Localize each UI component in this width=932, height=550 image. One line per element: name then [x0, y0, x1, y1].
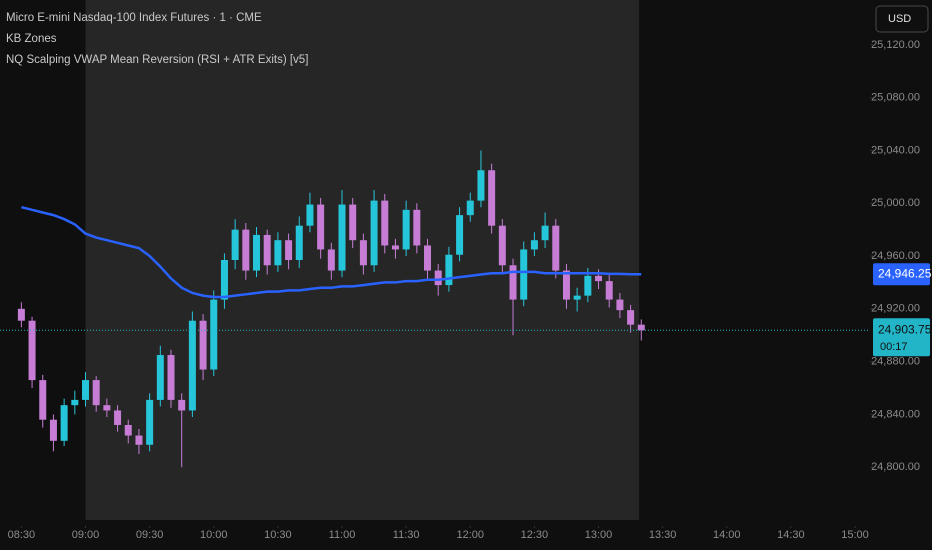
- candle-body: [188, 320, 196, 411]
- candle-body: [509, 265, 517, 300]
- candle-body: [456, 215, 464, 255]
- candle-body: [616, 299, 624, 311]
- candle-body: [541, 225, 549, 241]
- x-tick-label: 11:30: [393, 529, 420, 541]
- candle-body: [381, 200, 389, 246]
- y-tick-label: 24,880.00: [871, 356, 920, 368]
- indicator-name: NQ Scalping VWAP Mean Reversion (RSI + A…: [6, 54, 308, 66]
- y-tick-label: 24,920.00: [871, 303, 920, 315]
- candle-body: [391, 245, 399, 250]
- x-tick-label: 13:30: [649, 529, 677, 541]
- candle-body: [445, 254, 453, 286]
- x-tick-label: 12:30: [521, 529, 549, 541]
- candle-body: [402, 209, 410, 250]
- candle-body: [82, 380, 90, 400]
- last-price-badge: [873, 318, 930, 357]
- candle-body: [530, 240, 538, 250]
- x-tick-label: 10:00: [200, 529, 228, 541]
- y-tick-label: 25,040.00: [871, 144, 920, 156]
- candle-body: [210, 299, 218, 370]
- candle-body: [71, 399, 79, 406]
- y-tick-label: 25,000.00: [871, 197, 920, 209]
- x-tick-label: 09:00: [72, 529, 100, 541]
- candle-body: [306, 204, 314, 226]
- candle-body: [146, 399, 154, 445]
- candle-body: [253, 234, 261, 271]
- candle-body: [637, 324, 645, 331]
- candle-body: [477, 170, 485, 201]
- candle-body: [552, 225, 560, 271]
- candle-body: [49, 419, 57, 441]
- candle-body: [573, 295, 581, 300]
- candle-body: [434, 270, 442, 286]
- candle-body: [39, 380, 47, 420]
- candle-body: [114, 410, 122, 425]
- y-tick-label: 24,840.00: [871, 408, 920, 420]
- candle-body: [92, 380, 100, 406]
- candle-body: [327, 249, 335, 271]
- candle-body: [124, 424, 132, 436]
- x-tick-label: 14:00: [713, 529, 741, 541]
- candle-body: [584, 275, 592, 296]
- x-tick-label: 09:30: [136, 529, 164, 541]
- vwap-price-label: 24,946.25: [878, 266, 932, 280]
- indicator-name: KB Zones: [6, 33, 57, 45]
- y-tick-label: 25,080.00: [871, 92, 920, 104]
- currency-label[interactable]: USD: [888, 13, 911, 25]
- candle-body: [295, 225, 303, 260]
- candle-body: [103, 405, 111, 411]
- candle-body: [488, 170, 496, 226]
- vwap-price-badge: [873, 263, 930, 286]
- candle-body: [274, 240, 282, 266]
- x-tick-label: 15:00: [841, 529, 869, 541]
- candle-body: [520, 249, 528, 300]
- y-tick-label: 24,960.00: [871, 250, 920, 262]
- candle-body: [263, 234, 271, 266]
- x-tick-label: 14:30: [777, 529, 805, 541]
- candle-body: [595, 275, 603, 282]
- x-tick-label: 12:00: [457, 529, 485, 541]
- currency-button[interactable]: [875, 5, 929, 33]
- candle-body: [17, 308, 25, 321]
- candle-body: [627, 310, 635, 325]
- candle-body: [242, 229, 250, 271]
- x-tick-label: 11:00: [329, 529, 356, 541]
- candle-body: [562, 270, 570, 300]
- candle-body: [605, 281, 613, 300]
- candle-body: [370, 200, 378, 266]
- candle-body: [156, 355, 164, 400]
- candle-body: [28, 320, 36, 381]
- candle-body: [498, 225, 506, 266]
- candle-body: [349, 204, 357, 241]
- candle-body: [317, 204, 325, 250]
- candle-body: [359, 240, 367, 266]
- y-tick-label: 25,120.00: [871, 39, 920, 51]
- x-tick-label: 08:30: [8, 529, 36, 541]
- candle-body: [60, 405, 68, 441]
- candle-body: [285, 240, 293, 260]
- candle-body: [167, 355, 175, 400]
- countdown-label: 00:17: [880, 341, 908, 353]
- candle-body: [220, 260, 228, 300]
- candle-body: [199, 320, 207, 370]
- candle-body: [413, 209, 421, 246]
- last-price-label: 24,903.75: [878, 322, 932, 336]
- candle-body: [338, 204, 346, 271]
- candle-body: [466, 200, 474, 216]
- y-tick-label: 24,800.00: [871, 461, 920, 473]
- x-tick-label: 13:00: [585, 529, 613, 541]
- candle-body: [178, 399, 186, 411]
- candle-body: [231, 229, 239, 260]
- candle-body: [135, 435, 143, 445]
- candle-body: [424, 245, 432, 271]
- chart-title: Micro E-mini Nasdaq-100 Index Futures · …: [6, 12, 262, 24]
- vwap-line: [21, 205, 642, 299]
- x-tick-label: 10:30: [264, 529, 292, 541]
